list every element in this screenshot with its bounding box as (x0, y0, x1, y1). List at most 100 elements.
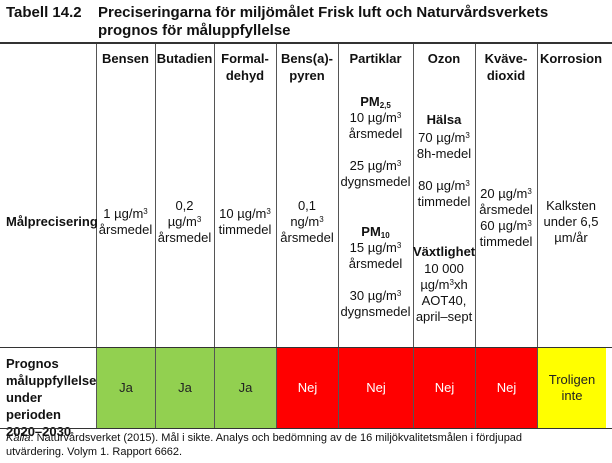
grid-line (338, 44, 339, 428)
cell-line: 1 µg/m3 (103, 206, 148, 221)
header-korrosion: Korrosion (537, 50, 605, 67)
prognos-line: Troligen (548, 372, 596, 387)
prognos-line: Nej (366, 380, 386, 395)
cell-line: 70 µg/m3 (418, 130, 470, 145)
grid-line (413, 44, 414, 428)
row-label-line: måluppfyllelse (6, 373, 97, 388)
source-label: Källa (6, 432, 31, 444)
prognos-butadien: Ja (156, 348, 214, 428)
prognos-partiklar: Nej (339, 348, 413, 428)
superscript: 3 (396, 289, 402, 298)
cell-line: årsmedel (280, 230, 334, 245)
table-caption: Tabell 14.2 Preciseringarna för miljömål… (6, 4, 606, 42)
cell-line: AOT40, (421, 293, 467, 308)
cell-korrosion: Kalksten under 6,5 µm/år (537, 198, 605, 246)
cell-line: dygnsmedel (340, 304, 411, 319)
prognos-formaldehyd: Ja (215, 348, 276, 428)
cell-line: timmedel (218, 222, 272, 237)
grid-line (537, 44, 538, 428)
header-line: Formal- (221, 51, 269, 66)
grid-line (214, 44, 215, 428)
header-line: Partiklar (349, 51, 402, 66)
prognos-text: Ja (239, 380, 253, 396)
cell-line: 15 µg/m3 (349, 240, 402, 255)
superscript: 3 (465, 179, 470, 188)
grid-line (475, 44, 476, 428)
cell-line: dygnsmedel (340, 174, 411, 189)
cell-line: timmedel (479, 234, 533, 249)
source-note: Källa: Naturvårdsverket (2015). Mål i si… (6, 431, 566, 459)
cell-line: 10 µg/m3 (349, 110, 402, 125)
prognos-line: Nej (496, 380, 517, 395)
prognos-text: Nej (435, 380, 455, 396)
row-label-malprecisering: Målprecisering (6, 214, 98, 229)
cell-line: 80 µg/m3 (418, 178, 470, 193)
header-bensen: Bensen (96, 50, 155, 67)
prognos-korrosion: Troligen inte (538, 348, 606, 428)
prognos-text: Nej (298, 380, 318, 396)
cell-line: under 6,5 (543, 214, 599, 229)
header-partiklar: Partiklar (338, 50, 413, 67)
prognos-line: Nej (297, 380, 318, 395)
superscript: 3 (196, 215, 202, 224)
prognos-bensapyren: Nej (277, 348, 338, 428)
row-label-prognos: Prognos måluppfyllelse under perioden 2020–… (6, 355, 97, 440)
cell-line: årsmedel (157, 230, 212, 245)
cell-line: årsmedel (98, 222, 153, 237)
ozon-vaxtlighet-label: Växtlighet (413, 244, 476, 259)
source-text: : Naturvårdsverket (2015). Mål i sikte. … (6, 432, 523, 458)
cell-line: timmedel (417, 194, 471, 209)
cell-line (338, 272, 413, 288)
cell-line: 10 µg/m3 (219, 206, 271, 221)
pm10-label: PM10 (361, 224, 390, 240)
cell-line: 30 µg/m3 (349, 288, 402, 303)
cell-pm10: 15 µg/m3 årsmedel 30 µg/m3 dygnsmedel (338, 240, 413, 320)
cell-kvavedioxid: 20 µg/m3 årsmedel 60 µg/m3 timmedel (475, 186, 537, 250)
prognos-line: Nej (434, 380, 455, 395)
cell-line (413, 162, 475, 178)
row-label-line: Prognos (6, 356, 59, 371)
prognos-text: Troligen inte (549, 372, 595, 404)
prognos-text: Ja (178, 380, 192, 396)
prognos-text: Nej (497, 380, 517, 396)
header-butadien: Butadien (155, 50, 214, 67)
cell-line: 10 000 (424, 261, 464, 276)
superscript: 3 (396, 159, 402, 168)
table-number: Tabell 14.2 (6, 4, 82, 21)
header-line: dioxid (486, 68, 526, 83)
cell-line: 8h-medel (416, 146, 472, 161)
prognos-text: Nej (366, 380, 386, 396)
cell-line: 25 µg/m3 (349, 158, 402, 173)
header-kvavedioxid: Kväve-dioxid (475, 50, 537, 84)
pm25-label: PM2,5 (360, 94, 391, 110)
row-label-line: 2020–2030 (6, 424, 72, 439)
cell-line: 60 µg/m3 (480, 218, 532, 233)
header-formaldehyd: Formal-dehyd (214, 50, 276, 84)
header-line: Korrosion (539, 51, 603, 66)
header-bensapyren: Bens(a)- pyren (276, 50, 338, 84)
ozon-halsa-label: Hälsa (426, 112, 462, 127)
cell-line: µg/m3xh (420, 277, 468, 292)
mid-rule (0, 347, 612, 348)
cell-line: Kalksten (546, 198, 596, 213)
cell-pm25: 10 µg/m3 årsmedel 25 µg/m3 dygnsmedel (338, 110, 413, 190)
cell-line: 0,1 (297, 198, 317, 213)
cell-line: årsmedel (479, 202, 533, 217)
prognos-bensen: Ja (97, 348, 155, 428)
prognos-line: Ja (238, 380, 253, 395)
cell-bensapyren: 0,1 ng/m3 årsmedel (276, 198, 338, 246)
prognos-kvavedioxid: Nej (476, 348, 537, 428)
prognos-line: Ja (119, 380, 133, 395)
header-line: Butadien (156, 51, 213, 66)
header-line: pyren (289, 68, 325, 83)
superscript: 3 (527, 219, 532, 228)
header-line: dehyd (225, 68, 265, 83)
cell-line: ng/m3 (290, 214, 324, 229)
cell-line: årsmedel (348, 126, 403, 141)
cell-formaldehyd: 10 µg/m3 timmedel (214, 206, 276, 238)
cell-line: årsmedel (348, 256, 403, 271)
grid-line (276, 44, 277, 428)
cell-line: µm/år (554, 230, 588, 245)
bottom-rule (0, 428, 612, 429)
prognos-line: Ja (178, 380, 192, 395)
